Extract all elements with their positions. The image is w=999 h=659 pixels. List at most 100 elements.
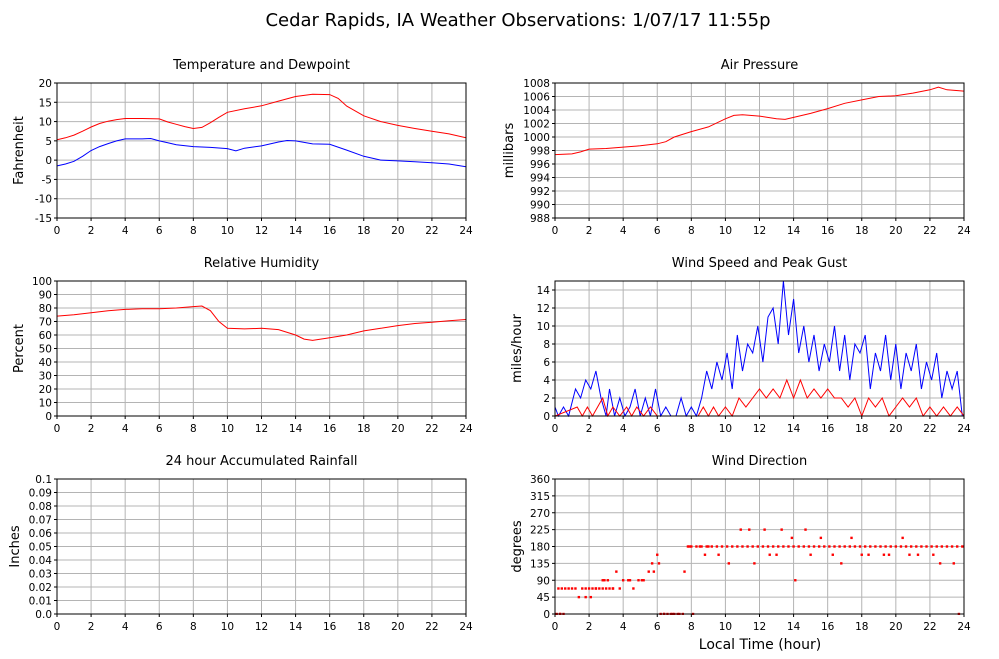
chart-title: Temperature and Dewpoint bbox=[172, 58, 350, 73]
data-point bbox=[700, 545, 703, 548]
x-tick-label: 22 bbox=[923, 621, 936, 633]
x-tick-label: 0 bbox=[54, 225, 61, 237]
data-point bbox=[894, 545, 898, 548]
data-point bbox=[792, 545, 795, 548]
y-tick-label: -5 bbox=[42, 174, 52, 186]
data-point bbox=[915, 545, 918, 548]
data-point bbox=[802, 545, 806, 548]
data-point bbox=[874, 545, 877, 548]
x-tick-label: 8 bbox=[190, 423, 197, 435]
data-point bbox=[727, 562, 731, 565]
page-title: Cedar Rapids, IA Weather Observations: 1… bbox=[265, 10, 770, 31]
data-point bbox=[628, 579, 632, 582]
data-point bbox=[777, 545, 780, 548]
data-point bbox=[650, 562, 654, 565]
y-tick-label: 0.02 bbox=[29, 582, 52, 594]
x-tick-label: 16 bbox=[323, 423, 337, 435]
y-tick-label: 40 bbox=[39, 357, 52, 369]
x-tick-label: 14 bbox=[787, 423, 801, 435]
x-tick-label: 0 bbox=[552, 225, 559, 237]
x-tick-label: 20 bbox=[889, 423, 902, 435]
data-point bbox=[952, 562, 955, 565]
y-tick-label: 0.09 bbox=[29, 488, 52, 500]
x-tick-label: 0 bbox=[552, 423, 559, 435]
y-tick-label: 0.03 bbox=[29, 569, 52, 581]
data-point bbox=[741, 545, 744, 548]
x-tick-label: 18 bbox=[855, 423, 868, 435]
data-point bbox=[840, 562, 843, 565]
data-point bbox=[656, 553, 659, 556]
data-point bbox=[753, 562, 756, 565]
y-tick-label: 0.05 bbox=[29, 542, 52, 554]
data-point bbox=[736, 545, 739, 548]
data-point bbox=[739, 528, 742, 531]
y-tick-label: 1000 bbox=[523, 132, 550, 144]
chart-title: Wind Direction bbox=[712, 454, 808, 469]
data-point bbox=[771, 545, 775, 548]
x-tick-label: 18 bbox=[357, 621, 370, 633]
data-point bbox=[652, 570, 656, 573]
data-point bbox=[584, 587, 587, 590]
data-point bbox=[794, 579, 797, 582]
y-tick-label: 0 bbox=[543, 411, 550, 423]
y-tick-label: 100 bbox=[32, 276, 52, 288]
data-point bbox=[640, 579, 644, 582]
y-tick-label: 70 bbox=[39, 317, 52, 329]
data-point bbox=[920, 545, 923, 548]
data-point bbox=[642, 579, 645, 582]
y-tick-label: 0.0 bbox=[35, 609, 52, 621]
data-point bbox=[850, 536, 853, 540]
y-tick-label: 1006 bbox=[523, 92, 550, 104]
data-point bbox=[710, 545, 713, 548]
y-tick-label: 0.1 bbox=[35, 474, 52, 486]
data-point bbox=[860, 553, 863, 556]
data-point bbox=[787, 545, 790, 548]
x-tick-label: 8 bbox=[688, 225, 695, 237]
data-point bbox=[688, 545, 691, 548]
y-tick-label: 994 bbox=[530, 173, 550, 185]
shared-x-axis-label: Local Time (hour) bbox=[699, 637, 821, 653]
data-point bbox=[717, 553, 720, 556]
data-point bbox=[853, 545, 857, 548]
x-tick-label: 24 bbox=[957, 423, 971, 435]
series-line-0 bbox=[555, 86, 964, 156]
data-point bbox=[618, 587, 621, 590]
data-point bbox=[932, 553, 935, 556]
y-tick-label: 80 bbox=[39, 303, 52, 315]
x-tick-label: 14 bbox=[289, 621, 303, 633]
y-tick-label: 10 bbox=[39, 398, 52, 410]
data-point bbox=[909, 545, 913, 548]
data-point bbox=[567, 587, 570, 590]
y-tick-label: 1004 bbox=[523, 105, 550, 117]
x-tick-label: 18 bbox=[855, 621, 868, 633]
data-point bbox=[848, 545, 852, 548]
y-tick-label: 990 bbox=[530, 200, 550, 212]
x-tick-label: 8 bbox=[190, 621, 197, 633]
data-point bbox=[601, 587, 604, 590]
series-line-1 bbox=[555, 378, 964, 417]
data-point bbox=[807, 545, 811, 548]
data-point bbox=[611, 587, 615, 590]
x-tick-label: 22 bbox=[425, 225, 438, 237]
x-tick-label: 4 bbox=[122, 423, 129, 435]
y-tick-label: 315 bbox=[530, 491, 550, 503]
x-tick-label: 8 bbox=[688, 423, 695, 435]
chart-title: Air Pressure bbox=[721, 58, 799, 73]
y-tick-label: 0.01 bbox=[29, 596, 52, 608]
y-axis-label: Inches bbox=[8, 525, 23, 567]
data-point bbox=[782, 545, 785, 548]
chart-title: Wind Speed and Peak Gust bbox=[672, 256, 847, 271]
data-point bbox=[904, 545, 908, 548]
chart-rain: 24 hour Accumulated Rainfall0.00.010.020… bbox=[8, 454, 473, 633]
data-point bbox=[961, 545, 964, 548]
x-tick-label: 10 bbox=[719, 423, 732, 435]
y-tick-label: 50 bbox=[39, 344, 52, 356]
data-point bbox=[797, 545, 800, 548]
charts-container: Temperature and Dewpoint-15-10-505101520… bbox=[8, 58, 971, 633]
x-tick-label: 4 bbox=[122, 621, 129, 633]
data-point bbox=[858, 545, 862, 548]
chart-temp: Temperature and Dewpoint-15-10-505101520… bbox=[12, 58, 473, 237]
x-tick-label: 24 bbox=[957, 621, 971, 633]
data-point bbox=[720, 545, 724, 548]
data-point bbox=[879, 545, 882, 548]
